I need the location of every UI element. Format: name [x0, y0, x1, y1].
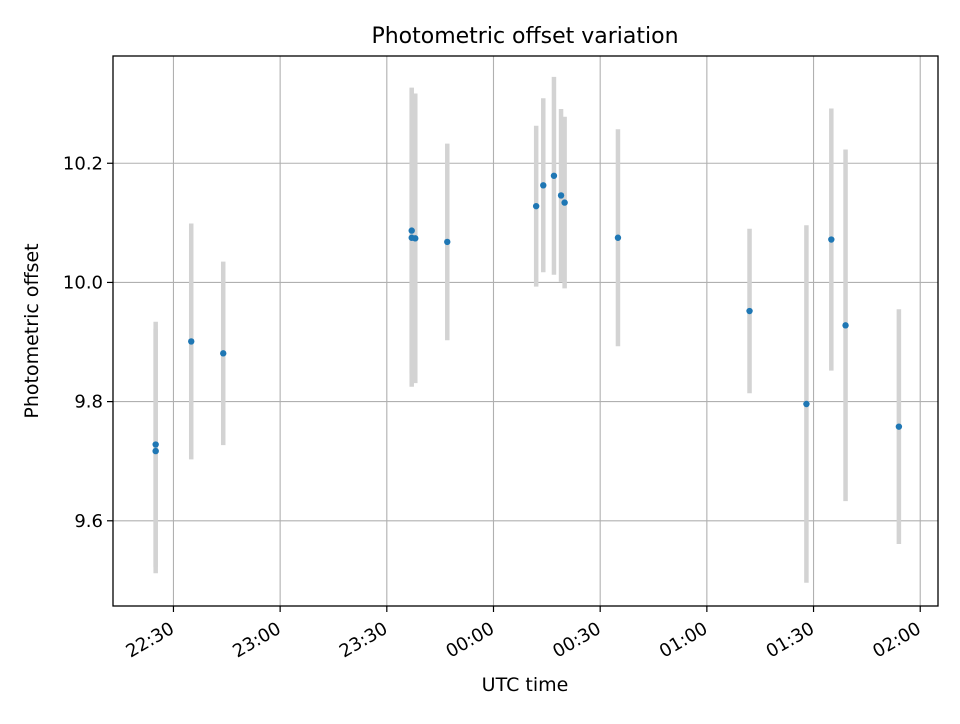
chart-title: Photometric offset variation: [371, 24, 678, 49]
y-axis-ticks: 9.6 9.8 10.0 10.2: [63, 153, 113, 532]
data-point: [532, 202, 540, 210]
data-point: [550, 172, 558, 179]
x-tick-label: 22:30: [123, 618, 178, 662]
data-point: [803, 400, 810, 408]
data-points: [152, 172, 903, 455]
data-point: [220, 350, 227, 357]
data-point: [895, 423, 903, 430]
y-axis-label: Photometric offset: [21, 243, 43, 418]
y-tick-label: 9.8: [74, 392, 103, 413]
y-tick-label: 9.6: [74, 511, 103, 532]
data-point: [828, 236, 835, 243]
x-tick-label: 00:30: [549, 618, 604, 662]
data-point: [188, 338, 195, 345]
data-point: [746, 307, 753, 315]
data-point: [152, 447, 159, 455]
x-tick-label: 02:00: [869, 618, 924, 662]
data-point: [408, 227, 415, 234]
x-axis-label: UTC time: [482, 674, 569, 696]
grid-lines: [113, 56, 938, 606]
plot-frame: [112, 55, 939, 607]
data-point: [561, 199, 568, 206]
data-point: [614, 234, 622, 241]
x-tick-label: 23:00: [229, 618, 284, 662]
x-tick-label: 00:00: [443, 618, 498, 662]
data-point: [557, 192, 565, 199]
data-point: [152, 441, 159, 448]
x-tick-label: 01:00: [656, 618, 711, 662]
data-point: [540, 182, 547, 189]
x-tick-label: 23:30: [336, 618, 391, 662]
data-point: [444, 238, 451, 246]
data-point: [412, 235, 419, 242]
x-tick-label: 01:30: [763, 618, 818, 662]
y-tick-label: 10.0: [63, 272, 103, 293]
error-bars: [153, 76, 902, 583]
x-axis-ticks: 22:30 23:00 23:30 00:00 00:30 01:00 01:30 02:00: [123, 606, 925, 662]
data-point: [842, 322, 849, 329]
y-tick-label: 10.2: [63, 153, 103, 174]
